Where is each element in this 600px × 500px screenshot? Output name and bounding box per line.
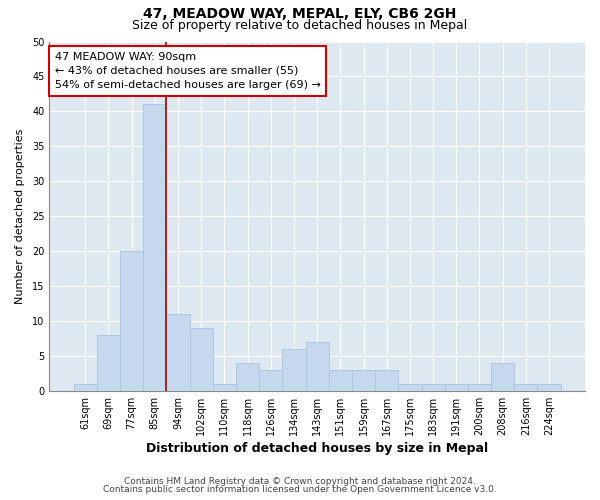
Text: Contains HM Land Registry data © Crown copyright and database right 2024.: Contains HM Land Registry data © Crown c… [124, 477, 476, 486]
Bar [305, 342, 329, 391]
Bar [213, 384, 236, 391]
Bar [422, 384, 445, 391]
X-axis label: Distribution of detached houses by size in Mepal: Distribution of detached houses by size … [146, 442, 488, 455]
Bar [352, 370, 375, 391]
Text: Size of property relative to detached houses in Mepal: Size of property relative to detached ho… [133, 18, 467, 32]
Bar [398, 384, 422, 391]
Text: Contains public sector information licensed under the Open Government Licence v3: Contains public sector information licen… [103, 485, 497, 494]
Bar [190, 328, 213, 391]
Bar [491, 363, 514, 391]
Bar [375, 370, 398, 391]
Bar [445, 384, 468, 391]
Bar [143, 104, 166, 391]
Bar [236, 363, 259, 391]
Bar [74, 384, 97, 391]
Bar [538, 384, 560, 391]
Bar [97, 335, 120, 391]
Bar [468, 384, 491, 391]
Bar [259, 370, 283, 391]
Text: 47 MEADOW WAY: 90sqm
← 43% of detached houses are smaller (55)
54% of semi-detac: 47 MEADOW WAY: 90sqm ← 43% of detached h… [55, 52, 320, 90]
Bar [166, 314, 190, 391]
Y-axis label: Number of detached properties: Number of detached properties [15, 128, 25, 304]
Bar [283, 349, 305, 391]
Bar [514, 384, 538, 391]
Text: 47, MEADOW WAY, MEPAL, ELY, CB6 2GH: 47, MEADOW WAY, MEPAL, ELY, CB6 2GH [143, 8, 457, 22]
Bar [329, 370, 352, 391]
Bar [120, 251, 143, 391]
